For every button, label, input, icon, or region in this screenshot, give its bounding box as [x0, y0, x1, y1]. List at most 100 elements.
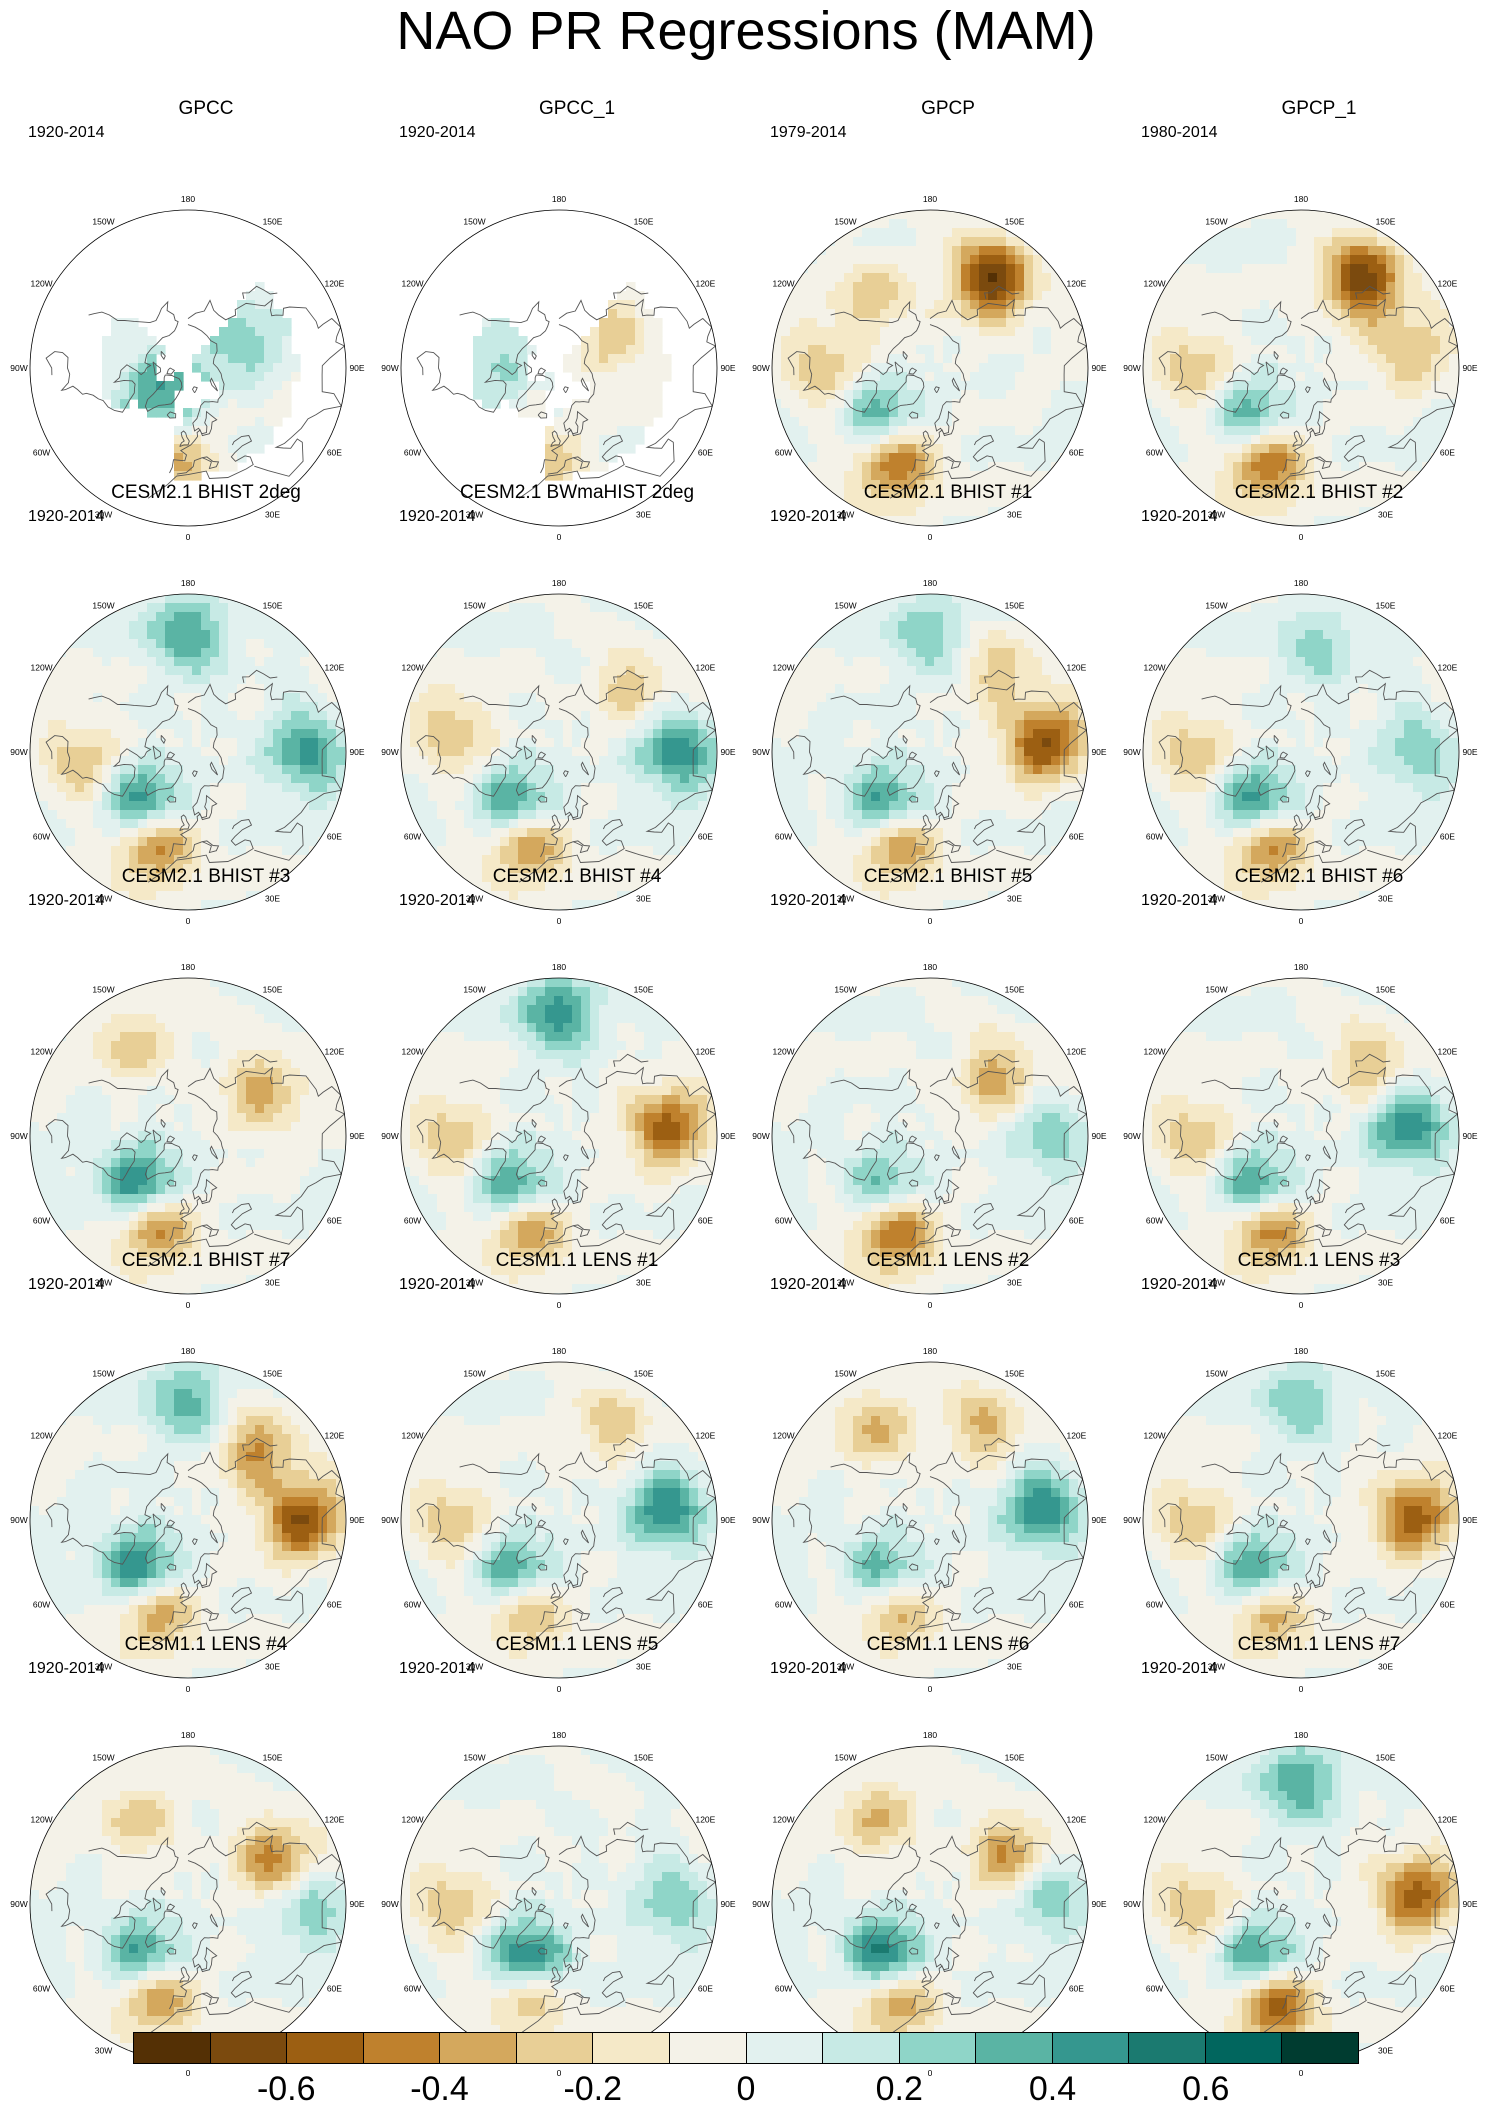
field-cell: [57, 711, 67, 721]
field-cell: [39, 720, 49, 730]
field-cell: [1242, 381, 1252, 391]
field-cell: [129, 621, 139, 631]
longitude-label: 90W: [10, 363, 27, 373]
field-cell: [336, 711, 346, 721]
field-cell: [1332, 372, 1342, 382]
field-cell: [880, 426, 890, 436]
field-cell: [183, 747, 193, 757]
field-cell: [482, 621, 492, 631]
field-cell: [1413, 426, 1423, 436]
field-cell: [880, 309, 890, 319]
field-cell: [1341, 219, 1351, 229]
field-cell: [626, 756, 636, 766]
field-cell: [536, 657, 546, 667]
field-cell: [898, 516, 908, 526]
field-cell: [781, 381, 791, 391]
field-cell: [1006, 246, 1016, 256]
field-cell: [138, 837, 148, 847]
field-cell: [1233, 471, 1243, 481]
field-cell: [853, 408, 863, 418]
field-cell: [1242, 282, 1252, 292]
field-cell: [554, 873, 564, 883]
field-cell: [653, 363, 663, 373]
field-cell: [581, 435, 591, 445]
field-cell: [563, 738, 573, 748]
field-cell: [518, 747, 528, 757]
coastline: [562, 770, 569, 778]
field-cell: [1161, 363, 1171, 373]
field-cell: [572, 462, 582, 472]
field-cell: [138, 399, 148, 409]
field-cell: [111, 756, 121, 766]
field-cell: [671, 765, 681, 775]
field-cell: [201, 711, 211, 721]
field-cell: [255, 873, 265, 883]
field-cell: [219, 435, 229, 445]
field-cell: [826, 408, 836, 418]
field-cell: [1179, 309, 1189, 319]
field-cell: [1170, 345, 1180, 355]
field-cell: [1188, 246, 1198, 256]
field-cell: [1404, 309, 1414, 319]
field-cell: [581, 363, 591, 373]
field-cell: [653, 390, 663, 400]
field-cell: [554, 810, 564, 820]
field-cell: [147, 399, 157, 409]
field-cell: [970, 246, 980, 256]
field-cell: [48, 756, 58, 766]
field-cell: [1143, 399, 1153, 409]
field-cell: [1395, 282, 1405, 292]
field-cell: [961, 210, 971, 220]
field-cell: [491, 756, 501, 766]
field-cell: [635, 837, 645, 847]
field-cell: [1332, 498, 1342, 508]
field-cell: [835, 354, 845, 364]
field-cell: [644, 774, 654, 784]
field-cell: [626, 837, 636, 847]
field-cell: [228, 864, 238, 874]
field-cell: [817, 471, 827, 481]
field-cell: [554, 435, 564, 445]
field-cell: [1350, 309, 1360, 319]
field-cell: [264, 318, 274, 328]
longitude-label: 180: [552, 194, 566, 204]
field-cell: [500, 657, 510, 667]
field-cell: [1314, 516, 1324, 526]
field-cell: [572, 345, 582, 355]
field-cell: [201, 855, 211, 865]
field-cell: [1170, 327, 1180, 337]
field-cell: [1170, 273, 1180, 283]
field-cell: [1006, 471, 1016, 481]
field-cell: [1377, 471, 1387, 481]
field-cell: [1206, 381, 1216, 391]
field-cell: [1296, 381, 1306, 391]
field-cell: [1377, 336, 1387, 346]
field-cell: [961, 372, 971, 382]
field-cell: [291, 666, 301, 676]
field-cell: [291, 363, 301, 373]
field-cell: [644, 702, 654, 712]
field-cell: [491, 657, 501, 667]
coastline: [152, 361, 162, 376]
field-cell: [509, 327, 519, 337]
field-cell: [102, 630, 112, 640]
field-cell: [799, 363, 809, 373]
field-cell: [844, 237, 854, 247]
panel-period: 1979-2014: [770, 124, 847, 142]
field-cell: [1042, 462, 1052, 472]
field-cell: [853, 399, 863, 409]
field-cell: [790, 372, 800, 382]
field-cell: [554, 747, 564, 757]
field-cell: [1179, 291, 1189, 301]
field-cell: [192, 630, 202, 640]
field-cell: [1078, 327, 1088, 337]
field-cell: [554, 765, 564, 775]
field-cell: [653, 354, 663, 364]
field-cell: [608, 354, 618, 364]
field-cell: [1287, 516, 1297, 526]
field-cell: [817, 444, 827, 454]
field-cell: [1260, 327, 1270, 337]
field-cell: [147, 684, 157, 694]
field-cell: [509, 819, 519, 829]
field-cell: [39, 693, 49, 703]
